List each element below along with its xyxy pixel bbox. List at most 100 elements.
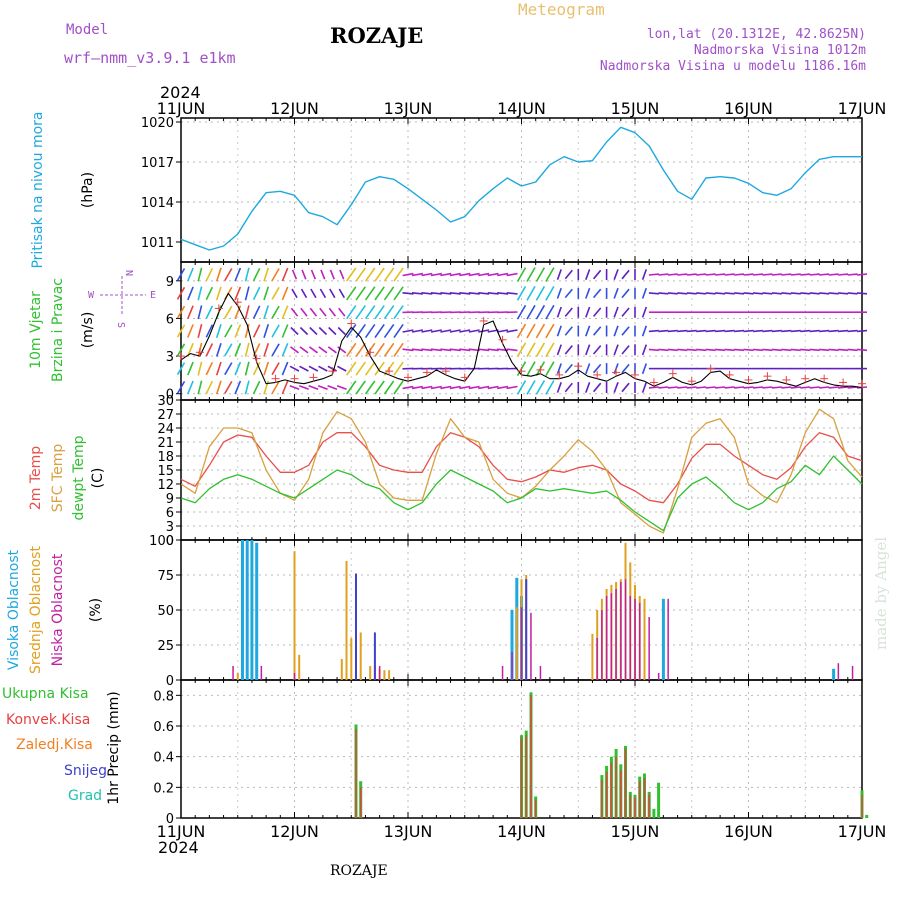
wind-arrow [319,307,327,317]
cloud-bar-low [620,582,622,680]
wind-arrow [705,329,716,333]
x-tick-label-bottom: 13JUN [384,822,433,841]
wind-arrow [715,292,726,295]
wind-arrow [667,292,678,295]
wind-arrow [585,325,591,337]
wind-arrow [224,380,233,394]
wind-arrow [781,292,792,295]
cloud-bar-low [610,593,613,680]
wind-arrow [828,386,839,389]
wind-arrow [734,348,745,352]
wind-arrow [516,323,527,339]
wind-arrow [613,306,619,318]
wind-arrow [686,329,697,333]
cloud-bar-mid [515,607,518,680]
watermark: made by Angel [872,537,890,650]
lonlat-label: lon,lat (20.1312E, 42.8625N) [647,27,866,42]
wind-arrow [715,386,726,389]
ytick-label-clouds: 75 [157,569,174,584]
wind-arrow [526,342,536,358]
wind-arrow [819,292,830,295]
wind-arrow [263,267,270,282]
precip-bar-convective [525,735,527,818]
wind-arrow [592,345,602,355]
wind-arrow [289,384,300,390]
wind-arrow [346,286,357,301]
wind-arrow [686,273,697,276]
cloud-bar-mid [643,598,646,680]
cloud-bar-mid [383,670,386,680]
wind-arrow [244,267,250,282]
cloud-bar-low [378,666,381,680]
wind-arrow [355,323,366,339]
wind-arrow [781,273,792,276]
wind-arrow [667,329,678,333]
wind-arrow [393,305,404,320]
wind-arrow [187,361,194,376]
wind-arrow [613,287,619,299]
ytick-label-temperature: 9 [166,492,174,507]
wind-arrow [658,386,669,389]
wind-arrow [800,292,811,295]
ytick-label-precip: 0.8 [153,689,174,704]
wind-arrow [809,348,820,352]
wind-arrow [364,267,376,282]
wind-arrow [271,305,280,319]
wind-arrow [355,342,366,357]
wind-arrow [205,324,214,338]
wind-arrow [790,273,801,276]
wind-arrow [411,385,424,390]
wind-arrow [658,273,669,276]
cloud-bar-high [661,598,665,680]
wind-arrow [449,385,461,390]
wind-arrow [838,329,849,333]
wind-arrow [337,326,346,336]
wind-arrow [771,292,782,295]
wind-arrow [393,286,404,301]
wind-arrow [752,273,763,276]
ytick-label-temperature: 30 [157,394,174,409]
precip-bar-total [865,814,869,818]
wind-arrow [393,361,404,376]
wind-arrow [487,292,499,295]
wind-arrow [526,304,536,320]
wind-arrow [234,380,242,395]
wind-arrow [440,292,452,295]
wind-arrow [847,329,858,333]
wind-arrow [545,342,555,358]
wind-arrow [364,286,376,301]
wind-arrow [478,385,490,390]
wind-arrow [592,326,602,336]
x-tick-label-top: 17JUN [838,99,887,118]
wind-arrow [205,361,214,376]
wind-arrow [440,385,452,390]
wind-arrow [592,363,602,374]
wind-arrow [234,361,242,376]
ytick-label-clouds: 25 [157,639,174,654]
wind-arrow [383,305,395,320]
wind-arrow [819,386,830,389]
wind-arrow [641,325,648,337]
wind-arrow [318,346,328,354]
wind-arrow [215,380,222,395]
wind-arrow [487,385,499,390]
precip-label-snow: Snijeg [64,763,107,779]
wind-arrow [641,382,648,393]
wind-arrow [641,306,648,318]
cloud-bar-mid [388,670,391,680]
wind-arrow [809,292,820,295]
cloud-bar-low [520,607,523,680]
wind-arrow [556,325,562,337]
wind-arrow [459,348,471,352]
wind-arrow [819,348,830,352]
precip-unit: 1hr Precip (mm) [106,691,122,804]
wind-arrow [585,344,591,356]
wind-arrow [383,342,395,357]
wind-arrow [308,384,319,390]
wind-label-2: Brzina i Pravac [50,278,66,382]
wind-arrow [585,269,591,280]
wind-arrow [648,386,659,389]
wind-arrow [310,288,317,299]
wind-arrow [592,269,602,280]
wind-arrow [856,329,868,333]
